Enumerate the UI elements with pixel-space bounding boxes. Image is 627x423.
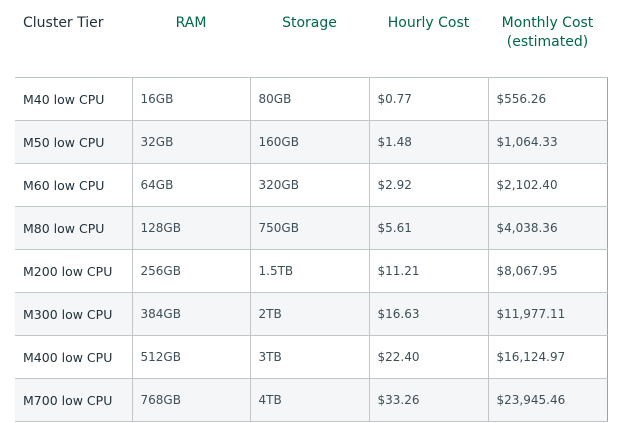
- pricing-table: Cluster Tier RAM Storage Hourly Cost Monthly…: [15, 0, 608, 422]
- table-cell: 750GB: [250, 206, 370, 250]
- table-cell: 4TB: [250, 378, 370, 422]
- table-cell: $22.40: [369, 335, 489, 379]
- table-cell: $33.26: [369, 378, 489, 422]
- table-row: M80 low CPU 128GB 750GB $5.61 $4,038.36: [15, 206, 608, 250]
- table-cell: 3TB: [250, 335, 370, 379]
- tier-cell: M40 low CPU: [15, 77, 133, 121]
- table-cell: 1.5TB: [250, 249, 370, 293]
- table-cell: 32GB: [132, 120, 251, 164]
- table-cell: $11.21: [369, 249, 489, 293]
- table-cell: $8,067.95: [488, 249, 608, 293]
- table-cell: 128GB: [132, 206, 251, 250]
- table-cell: $2,102.40: [488, 163, 608, 207]
- table-row: M300 low CPU 384GB 2TB $16.63 $11,977.11: [15, 292, 608, 336]
- header-row: Cluster Tier RAM Storage Hourly Cost Monthly…: [15, 0, 607, 78]
- table-cell: $5.61: [369, 206, 489, 250]
- table-cell: 160GB: [250, 120, 370, 164]
- column-header: Cluster Tier: [15, 0, 132, 78]
- table-cell: 64GB: [132, 163, 251, 207]
- table-cell: 320GB: [250, 163, 370, 207]
- tier-cell: M80 low CPU: [15, 206, 133, 250]
- table-cell: 384GB: [132, 292, 251, 336]
- table-cell: 80GB: [250, 77, 370, 121]
- table-cell: $0.77: [369, 77, 489, 121]
- table-body: M40 low CPU 16GB 80GB $0.77 $556.26 M50 low C…: [15, 77, 608, 422]
- table-cell: 256GB: [132, 249, 251, 293]
- tier-cell: M700 low CPU: [15, 378, 133, 422]
- tier-cell: M300 low CPU: [15, 292, 133, 336]
- table-row: M60 low CPU 64GB 320GB $2.92 $2,102.40: [15, 163, 608, 207]
- table-cell: 2TB: [250, 292, 370, 336]
- column-header: Monthly Cost (estimated): [488, 0, 607, 78]
- tier-cell: M60 low CPU: [15, 163, 133, 207]
- column-header: Hourly Cost: [369, 0, 488, 78]
- table-row: M40 low CPU 16GB 80GB $0.77 $556.26: [15, 77, 608, 121]
- table-cell: $1,064.33: [488, 120, 608, 164]
- tier-cell: M400 low CPU: [15, 335, 133, 379]
- table-cell: $1.48: [369, 120, 489, 164]
- tier-cell: M200 low CPU: [15, 249, 133, 293]
- table-cell: $11,977.11: [488, 292, 608, 336]
- table-cell: $4,038.36: [488, 206, 608, 250]
- column-header: RAM: [132, 0, 250, 78]
- column-header: Storage: [250, 0, 369, 78]
- tier-cell: M50 low CPU: [15, 120, 133, 164]
- table-row: M400 low CPU 512GB 3TB $22.40 $16,124.97: [15, 335, 608, 379]
- table-cell: $556.26: [488, 77, 608, 121]
- table-head: Cluster Tier RAM Storage Hourly Cost Monthly…: [15, 0, 607, 78]
- table-cell: $2.92: [369, 163, 489, 207]
- table-row: M700 low CPU 768GB 4TB $33.26 $23,945.46: [15, 378, 608, 422]
- table-row: M200 low CPU 256GB 1.5TB $11.21 $8,067.95: [15, 249, 608, 293]
- table-cell: $23,945.46: [488, 378, 608, 422]
- table-row: M50 low CPU 32GB 160GB $1.48 $1,064.33: [15, 120, 608, 164]
- pricing-table-container: Cluster Tier RAM Storage Hourly Cost Monthly…: [15, 0, 608, 422]
- table-cell: 768GB: [132, 378, 251, 422]
- table-cell: $16.63: [369, 292, 489, 336]
- table-cell: $16,124.97: [488, 335, 608, 379]
- table-cell: 512GB: [132, 335, 251, 379]
- table-cell: 16GB: [132, 77, 251, 121]
